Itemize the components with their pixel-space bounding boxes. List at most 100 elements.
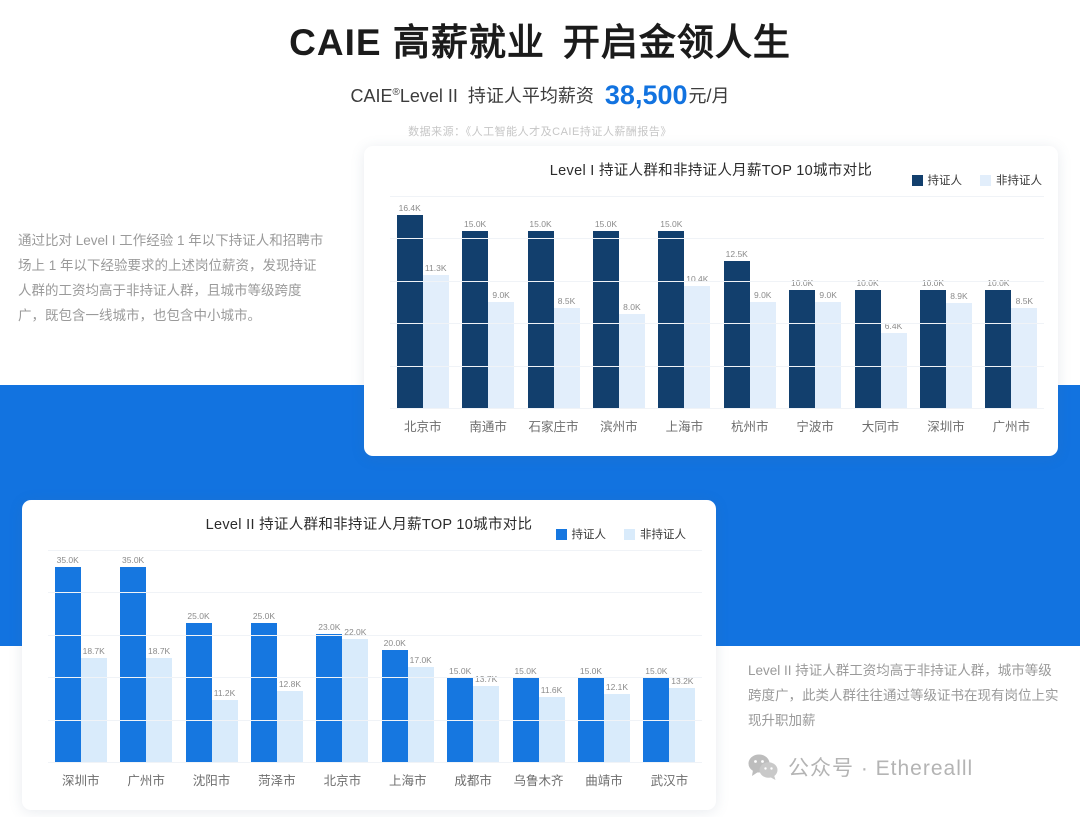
bar-group: 15.0K 13.7K bbox=[440, 550, 505, 762]
bar-非持证人[interactable]: 22.0K bbox=[342, 627, 369, 762]
legend-swatch-icon bbox=[555, 528, 567, 540]
bar-持证人[interactable]: 20.0K bbox=[381, 638, 408, 762]
bar-持证人[interactable]: 12.5K bbox=[723, 249, 750, 408]
bar-group: 15.0K 12.1K bbox=[571, 550, 636, 762]
bar-非持证人[interactable]: 8.0K bbox=[618, 302, 645, 408]
bar-wrap: 15.0K bbox=[527, 219, 554, 408]
chart2-legend-item-0[interactable]: 持证人 bbox=[555, 526, 607, 542]
chart2-x-axis: 深圳市 广州市 沈阳市 菏泽市 北京市 上海市 成都市 乌鲁木齐 曲靖市 武汉市 bbox=[48, 770, 702, 789]
bar-持证人[interactable]: 35.0K bbox=[54, 555, 81, 762]
bar-group: 15.0K 9.0K bbox=[455, 196, 520, 408]
bar-非持证人[interactable]: 9.0K bbox=[488, 290, 515, 408]
legend-swatch-icon bbox=[624, 528, 635, 540]
gridline bbox=[390, 408, 1044, 409]
bar-持证人[interactable]: 25.0K bbox=[185, 611, 212, 762]
bar-value-label: 25.0K bbox=[187, 611, 210, 621]
gridline bbox=[390, 196, 1044, 197]
bar-wrap: 35.0K bbox=[54, 555, 81, 762]
bar-wrap: 13.2K bbox=[669, 676, 696, 762]
chart1-legend-item-1[interactable]: 非持证人 bbox=[980, 172, 1042, 188]
bar-wrap: 18.7K bbox=[80, 646, 107, 762]
chart2-legend-label-0: 持证人 bbox=[571, 529, 607, 541]
gridline bbox=[390, 238, 1044, 240]
bar-非持证人[interactable]: 11.6K bbox=[538, 685, 565, 762]
bar-value-label: 15.0K bbox=[449, 666, 472, 676]
bar-非持证人[interactable]: 8.5K bbox=[553, 296, 580, 408]
bar-持证人[interactable]: 35.0K bbox=[120, 555, 147, 762]
x-axis-label: 菏泽市 bbox=[258, 774, 296, 788]
bar-非持证人[interactable]: 11.2K bbox=[211, 688, 238, 762]
bar-持证人[interactable]: 15.0K bbox=[462, 219, 489, 408]
wechat-icon bbox=[748, 754, 778, 780]
bar-group: 10.0K 6.4K bbox=[848, 196, 913, 408]
bar-wrap: 8.5K bbox=[553, 296, 580, 408]
bar-group: 15.0K 13.2K bbox=[637, 550, 702, 762]
subtitle-text: 持证人平均薪资 bbox=[467, 86, 594, 106]
bar-非持证人[interactable]: 11.3K bbox=[422, 263, 449, 408]
bar-持证人[interactable]: 15.0K bbox=[592, 219, 619, 408]
bar-wrap: 10.4K bbox=[684, 274, 711, 408]
bar-group: 25.0K 12.8K bbox=[244, 550, 309, 762]
chart1-legend-item-0[interactable]: 持证人 bbox=[911, 172, 962, 188]
bar-value-label: 17.0K bbox=[409, 655, 432, 665]
bar-非持证人[interactable]: 13.2K bbox=[669, 676, 696, 762]
bar-非持证人[interactable]: 13.7K bbox=[473, 674, 500, 762]
bar-value-label: 10.0K bbox=[791, 278, 814, 288]
gridline bbox=[48, 677, 702, 679]
x-axis-label: 武汉市 bbox=[650, 774, 689, 788]
bar-非持证人[interactable]: 6.4K bbox=[880, 321, 907, 408]
bar-wrap: 15.0K bbox=[592, 219, 619, 408]
chart2-plot: 35.0K 18.7K 35.0K 18.7K 25.0K 11.2K 25.0K 12.8K… bbox=[48, 550, 702, 763]
bar-group: 25.0K 11.2K bbox=[179, 550, 244, 762]
bar-value-label: 8.5K bbox=[557, 296, 576, 306]
bar-持证人[interactable]: 15.0K bbox=[658, 219, 685, 408]
bar-value-label: 15.0K bbox=[645, 666, 668, 676]
bar-非持证人[interactable]: 8.9K bbox=[945, 291, 972, 408]
page-header: CAIE 高薪就业 开启金领人生 CAIE®Level II 持证人平均薪资 38,5… bbox=[0, 0, 1080, 139]
bar-value-label: 12.1K bbox=[605, 682, 629, 692]
bar-非持证人[interactable]: 17.0K bbox=[407, 655, 434, 762]
bar-value-label: 13.2K bbox=[671, 676, 694, 686]
bar-wrap: 20.0K bbox=[381, 638, 408, 762]
bar-value-label: 10.0K bbox=[921, 278, 945, 288]
x-axis-label: 深圳市 bbox=[61, 774, 100, 788]
bar-wrap: 12.1K bbox=[603, 682, 630, 762]
chart2-title: Level II 持证人群和非持证人月薪TOP 10城市对比 bbox=[205, 516, 533, 533]
bar-wrap: 13.7K bbox=[473, 674, 500, 762]
bar-非持证人[interactable]: 12.8K bbox=[276, 679, 303, 762]
bar-value-label: 10.4K bbox=[686, 274, 709, 284]
chart2-legend-item-1[interactable]: 非持证人 bbox=[624, 526, 686, 542]
bar-value-label: 9.0K bbox=[753, 290, 772, 300]
bar-持证人[interactable]: 10.0K bbox=[854, 278, 881, 408]
bar-wrap: 25.0K bbox=[250, 611, 277, 762]
bar-持证人[interactable]: 10.0K bbox=[985, 278, 1012, 408]
bar-value-label: 13.7K bbox=[475, 674, 498, 684]
bar-非持证人[interactable]: 8.5K bbox=[1011, 296, 1038, 408]
bar-持证人[interactable]: 10.0K bbox=[789, 278, 816, 408]
bar-非持证人[interactable]: 10.4K bbox=[684, 274, 711, 408]
bar-非持证人[interactable]: 9.0K bbox=[749, 290, 776, 408]
bar-group: 10.0K 9.0K bbox=[782, 196, 847, 408]
bar-持证人[interactable]: 25.0K bbox=[250, 611, 277, 762]
bar-value-label: 8.5K bbox=[1015, 296, 1034, 306]
subtitle-salary-value: 38,500 bbox=[604, 80, 688, 110]
registered-mark-icon: ® bbox=[392, 87, 400, 98]
bar-持证人[interactable]: 23.0K bbox=[316, 622, 343, 762]
bar-wrap: 11.3K bbox=[422, 263, 449, 408]
brand-footer: 公众号 · Etherealll bbox=[748, 752, 973, 782]
bar-非持证人[interactable]: 18.7K bbox=[80, 646, 107, 762]
bar-非持证人[interactable]: 9.0K bbox=[815, 290, 842, 408]
bar-非持证人[interactable]: 18.7K bbox=[146, 646, 173, 762]
bar-value-label: 15.0K bbox=[660, 219, 683, 229]
bar-非持证人[interactable]: 12.1K bbox=[603, 682, 630, 762]
bar-group: 15.0K 11.6K bbox=[506, 550, 571, 762]
chart1-legend-label-1: 非持证人 bbox=[996, 175, 1042, 187]
bar-持证人[interactable]: 16.4K bbox=[396, 203, 423, 408]
bar-value-label: 10.0K bbox=[856, 278, 879, 288]
chart1-title: Level I 持证人群和非持证人月薪TOP 10城市对比 bbox=[549, 162, 873, 179]
bar-持证人[interactable]: 15.0K bbox=[527, 219, 554, 408]
bar-value-label: 25.0K bbox=[252, 611, 276, 621]
bar-持证人[interactable]: 10.0K bbox=[919, 278, 946, 408]
bar-value-label: 9.0K bbox=[492, 290, 510, 300]
